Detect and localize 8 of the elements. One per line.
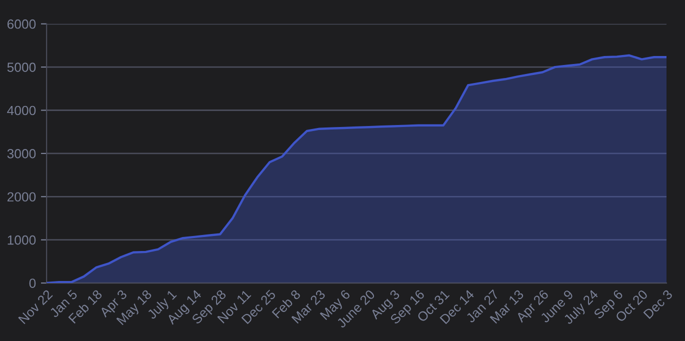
y-tick-label: 4000 [7,106,36,116]
x-tick-label: Nov 22 [18,289,53,324]
y-tick-label: 5000 [7,62,36,72]
y-tick-label: 1000 [8,235,36,245]
y-tick-label: 0 [29,278,36,288]
y-tick-label: 2000 [7,192,36,202]
y-tick-label: 3000 [7,149,36,158]
y-tick-label: 6000 [7,19,36,29]
